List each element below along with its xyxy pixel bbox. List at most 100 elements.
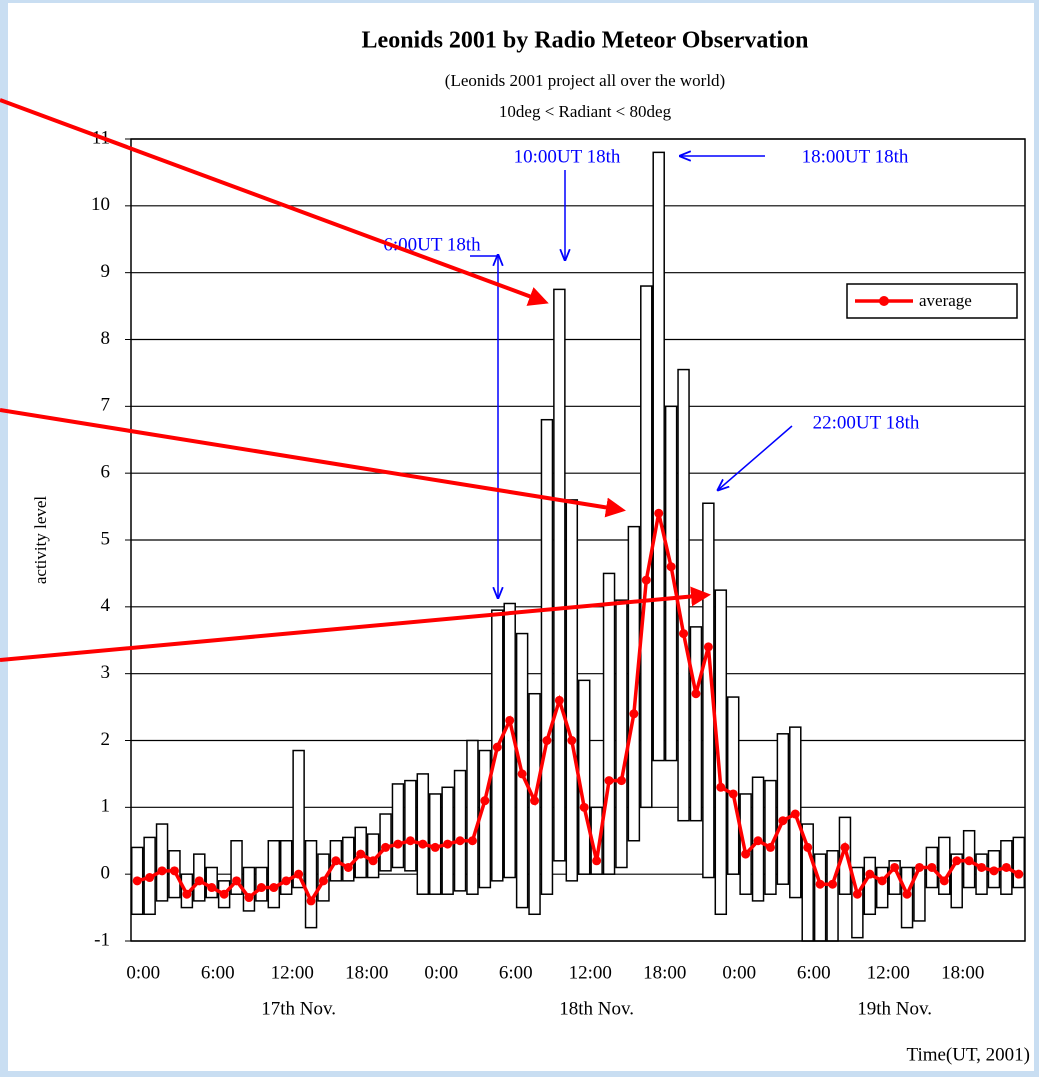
range-bar [640, 285, 653, 809]
x-tick-label: 12:00 [569, 962, 612, 983]
range-bar [875, 866, 889, 909]
average-point [1014, 869, 1024, 879]
range-bar [416, 773, 430, 895]
x-tick-label: 12:00 [271, 962, 314, 983]
average-point [604, 776, 614, 786]
average-point [902, 889, 912, 899]
range-bar [1012, 836, 1026, 889]
average-point [554, 695, 564, 705]
range-bar [938, 836, 951, 895]
average-point [865, 869, 875, 879]
x-axis-label: Time(UT, 2001) [907, 1044, 1031, 1065]
average-point [852, 889, 862, 899]
range-bar [391, 783, 405, 869]
average-point [343, 862, 353, 872]
y-tick-label: -1 [94, 929, 110, 950]
x-tick-label: 6:00 [201, 962, 235, 983]
average-point [1001, 862, 1011, 872]
average-point [157, 866, 167, 876]
average-point [356, 849, 366, 859]
range-bar [404, 779, 417, 872]
annotation: 22:00UT 18th [813, 412, 920, 433]
range-bar [342, 836, 355, 882]
range-bar [565, 499, 579, 882]
y-tick-label: 2 [101, 729, 111, 750]
y-tick-label: 1 [101, 796, 111, 817]
average-point [790, 809, 800, 819]
chart-title: Leonids 2001 by Radio Meteor Observation [362, 28, 809, 54]
average-point [877, 876, 887, 886]
range-bar [689, 626, 703, 822]
subtitle: (Leonids 2001 project all over the world… [445, 71, 725, 90]
range-bar [553, 288, 566, 862]
average-point [716, 782, 726, 792]
range-bar [453, 769, 467, 892]
average-point [132, 876, 142, 886]
average-point [244, 893, 254, 903]
range-bar [627, 525, 641, 842]
range-bar [304, 840, 318, 929]
average-point [430, 842, 440, 852]
average-point [765, 842, 775, 852]
legend-marker [879, 296, 889, 306]
range-bar [292, 749, 305, 889]
average-point [890, 862, 900, 872]
average-point [492, 742, 502, 752]
average-point [927, 862, 937, 872]
average-point [467, 836, 477, 846]
average-point [964, 856, 974, 866]
x-tick-label: 18:00 [643, 962, 686, 983]
range-bar [838, 816, 852, 895]
average-point [232, 876, 242, 886]
average-point [952, 856, 962, 866]
y-tick-label: 10 [91, 194, 110, 215]
average-point [294, 869, 304, 879]
average-point [654, 508, 664, 518]
y-tick-label: 6 [101, 462, 111, 483]
average-point [318, 876, 328, 886]
range-bar [205, 866, 218, 899]
average-point [703, 642, 713, 652]
x-tick-label: 6:00 [499, 962, 533, 983]
pointer-arrows [0, 98, 711, 662]
average-point [182, 889, 192, 899]
x-group-label: 18th Nov. [559, 998, 634, 1019]
average-point [405, 836, 415, 846]
plot-area: -1012345678910110:006:0012:0018:000:006:… [91, 127, 1026, 1019]
x-tick-label: 0:00 [126, 962, 160, 983]
y-tick-label: 3 [101, 662, 111, 683]
average-point [939, 876, 949, 886]
average-point [629, 709, 639, 719]
average-point [505, 715, 515, 725]
range-bar [739, 793, 752, 895]
range-bar [478, 749, 492, 889]
average-point [256, 883, 266, 893]
average-point [368, 856, 378, 866]
average-point [616, 776, 626, 786]
average-point [542, 736, 552, 745]
annotation: 10:00UT 18th [514, 146, 621, 167]
average-point [803, 842, 813, 852]
average-point [666, 562, 676, 572]
annotation: 18:00UT 18th [802, 146, 909, 167]
x-group-label: 17th Nov. [261, 998, 336, 1019]
y-axis-label: activity level [31, 496, 50, 585]
average-point [815, 879, 825, 889]
legend-label: average [919, 291, 972, 310]
range-bar [664, 405, 678, 762]
average-point [579, 802, 589, 812]
range-bar [652, 151, 665, 762]
subtitle: 10deg < Radiant < 80deg [499, 102, 672, 121]
x-tick-label: 0:00 [722, 962, 756, 983]
average-point [728, 789, 738, 799]
average-point [567, 736, 577, 745]
average-point [169, 866, 179, 876]
average-point [418, 839, 428, 849]
average-point [331, 856, 341, 866]
average-point [269, 883, 279, 893]
range-bar [975, 853, 988, 895]
annotation: 6:00UT 18th [383, 234, 481, 255]
range-bar [242, 866, 256, 912]
x-tick-label: 18:00 [345, 962, 388, 983]
x-tick-label: 6:00 [797, 962, 831, 983]
